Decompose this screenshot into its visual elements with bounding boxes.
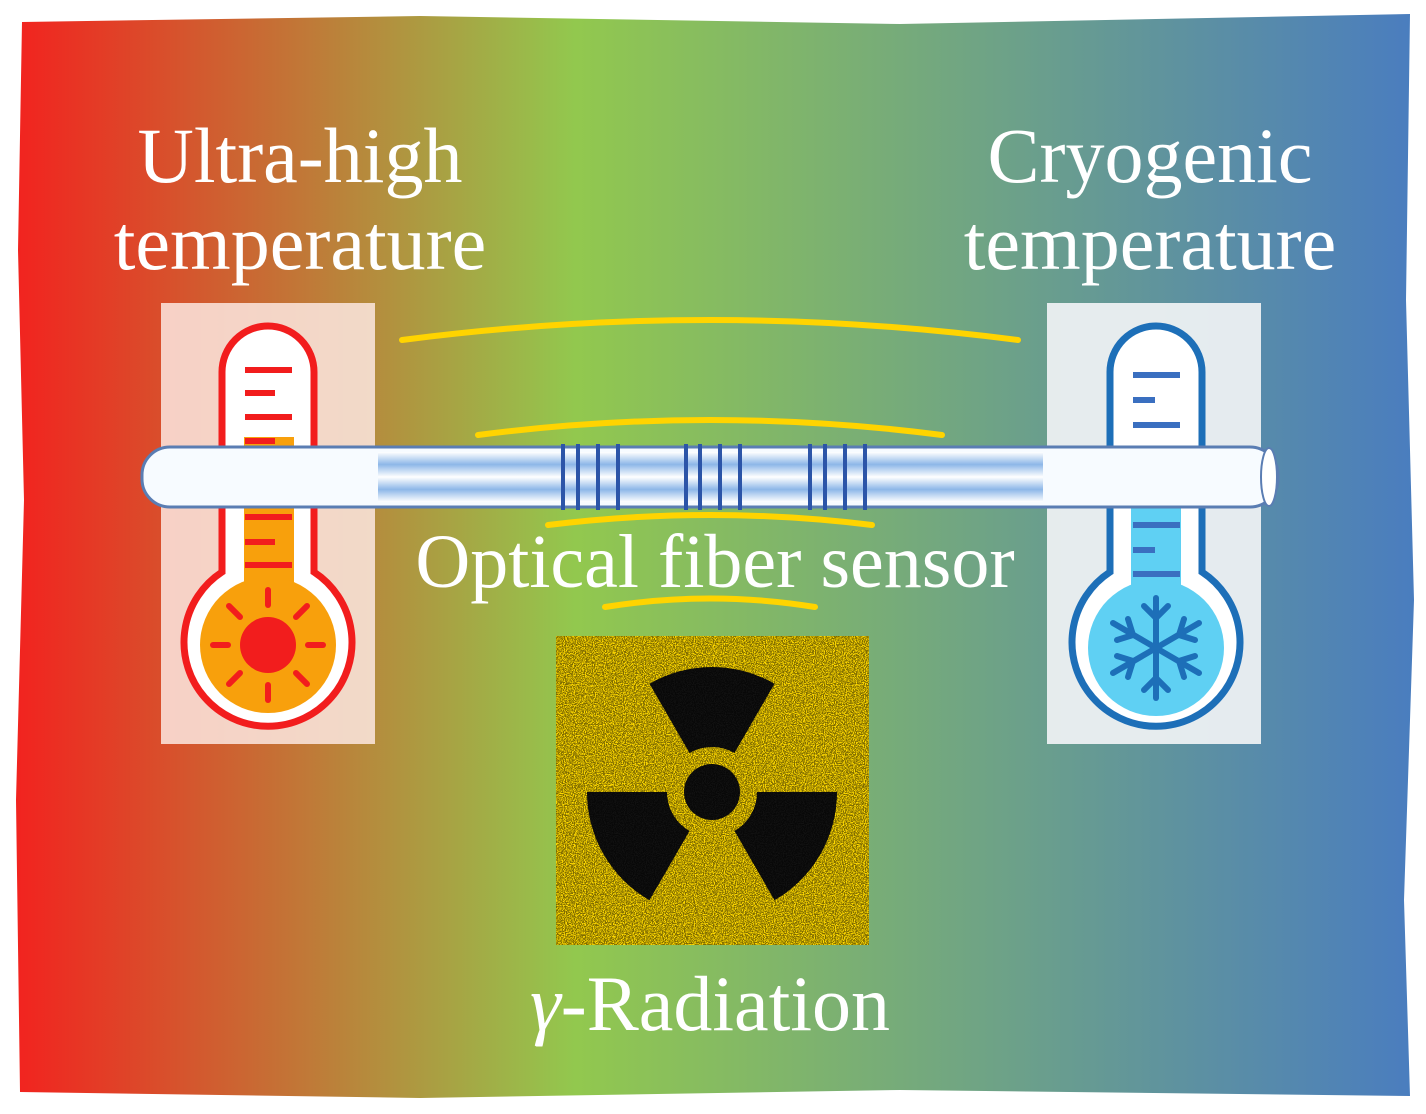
- optical-fiber-grating-icon: [140, 444, 1280, 510]
- cryogenic-temperature-label: Cryogenic temperature: [940, 112, 1360, 287]
- cold-label-line2: temperature: [963, 199, 1337, 287]
- gamma-radiation-label: γ-Radiation: [480, 960, 940, 1047]
- hot-label-line1: Ultra-high: [137, 112, 463, 199]
- signal-arc-upper: [475, 417, 945, 438]
- gradient-background: [16, 14, 1414, 1098]
- radiation-text: -Radiation: [560, 960, 890, 1047]
- optical-fiber-sensor-label: Optical fiber sensor: [415, 520, 1015, 604]
- ultra-high-temperature-label: Ultra-high temperature: [90, 112, 510, 287]
- signal-arcs: [399, 317, 1021, 610]
- signal-arc-lower: [545, 512, 875, 528]
- hot-label-line2: temperature: [113, 199, 487, 287]
- signal-arc-top: [399, 317, 1021, 343]
- cold-thermometer-snowflake-icon: [1047, 303, 1261, 744]
- cold-label-line1: Cryogenic: [987, 112, 1313, 199]
- hot-thermometer-sun-icon: [161, 303, 375, 744]
- gamma-symbol: γ: [529, 960, 561, 1047]
- signal-arc-bottom: [602, 595, 818, 610]
- radiation-trefoil-icon: [556, 636, 869, 945]
